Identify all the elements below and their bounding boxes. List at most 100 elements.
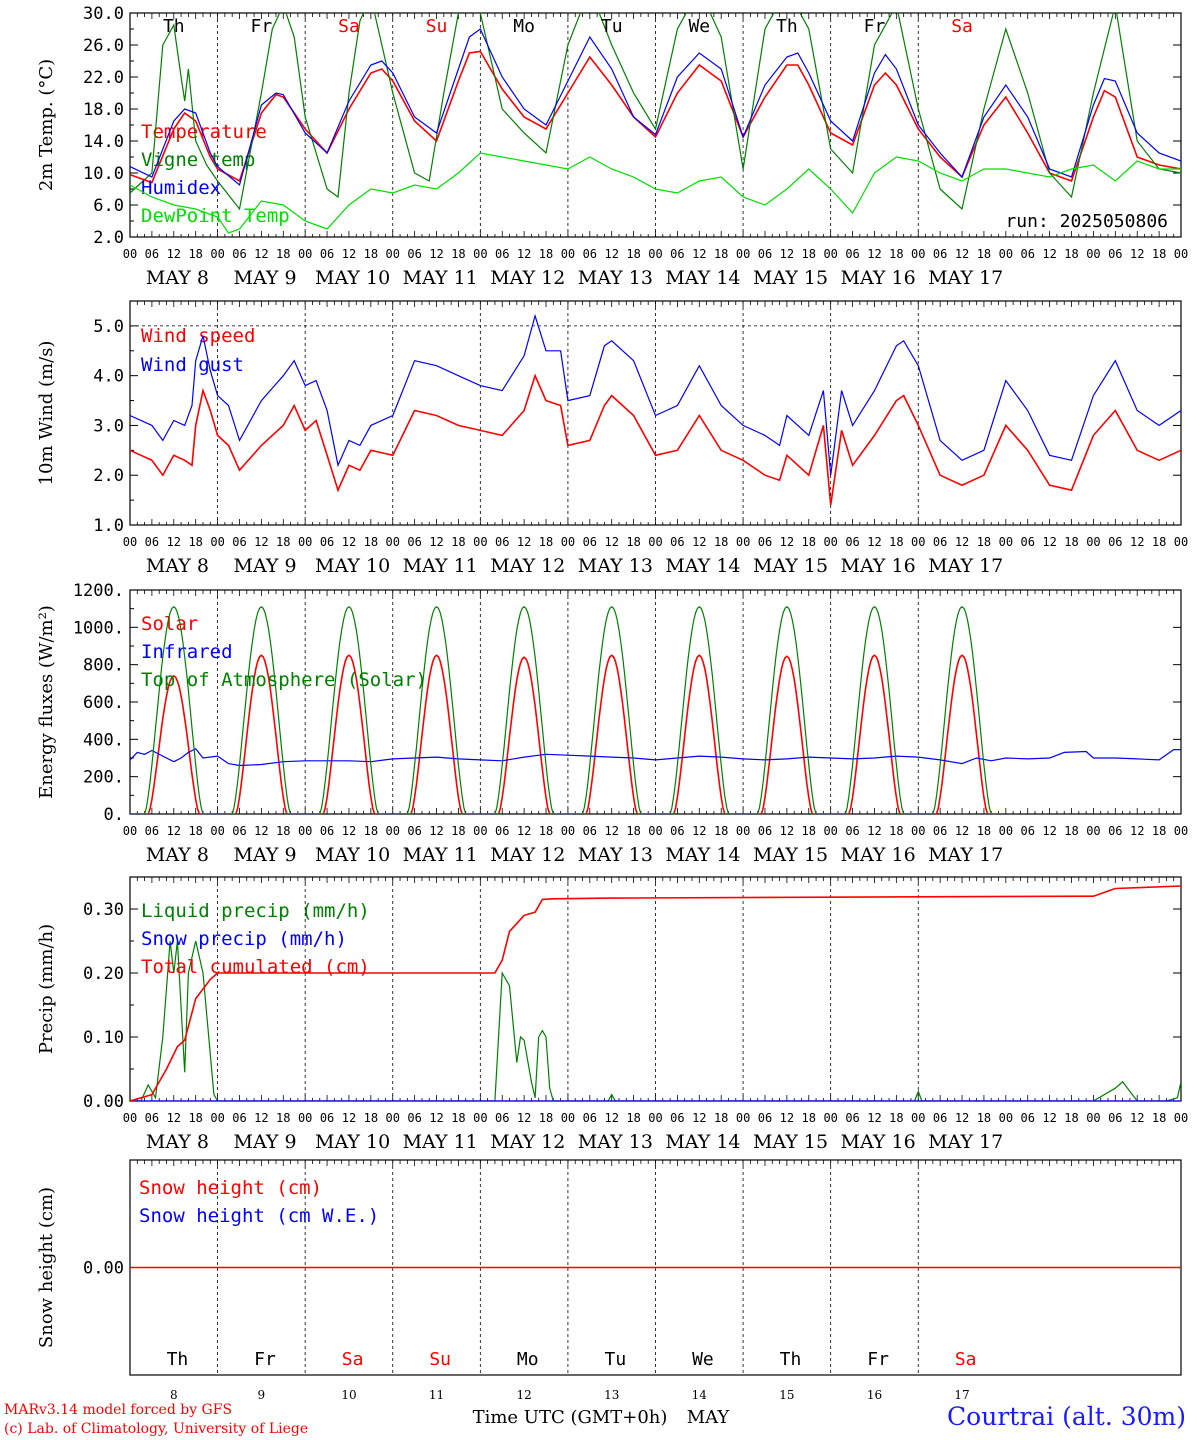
hour-label: 12 xyxy=(780,1111,794,1125)
y-tick-label: 400. xyxy=(83,730,124,750)
hour-label: 06 xyxy=(495,535,509,549)
day-number-label: 17 xyxy=(954,1388,969,1402)
date-label: MAY 16 xyxy=(841,267,916,289)
legend-entry: Snow height (cm W.E.) xyxy=(139,1205,379,1227)
hour-label: 12 xyxy=(692,247,706,261)
run-label: run: 2025050806 xyxy=(1005,211,1168,232)
series-line-humidex xyxy=(130,28,1181,187)
hour-label: 06 xyxy=(232,247,246,261)
weekday-label: Mo xyxy=(517,1349,539,1370)
hour-label: 18 xyxy=(977,247,991,261)
hour-label: 12 xyxy=(342,1111,356,1125)
hour-label: 18 xyxy=(1064,1111,1078,1125)
date-label: MAY 8 xyxy=(146,555,209,577)
hour-label: 06 xyxy=(320,247,334,261)
hour-label: 12 xyxy=(692,535,706,549)
legend-entry: Total cumulated (cm) xyxy=(141,956,370,978)
weekday-label: Sa xyxy=(338,16,360,37)
hour-label: 18 xyxy=(364,824,378,838)
date-label: MAY 14 xyxy=(665,844,740,866)
hour-label: 00 xyxy=(386,1111,400,1125)
hour-label: 12 xyxy=(429,824,443,838)
date-label: MAY 13 xyxy=(578,267,653,289)
hour-label: 12 xyxy=(1130,1111,1144,1125)
hour-label: 18 xyxy=(188,247,202,261)
y-tick-label: 26.0 xyxy=(83,36,124,56)
hour-label: 18 xyxy=(977,824,991,838)
hour-label: 18 xyxy=(977,535,991,549)
hour-label: 18 xyxy=(188,1111,202,1125)
hour-label: 00 xyxy=(823,824,837,838)
hour-label: 00 xyxy=(823,535,837,549)
plot-frame xyxy=(129,300,1182,526)
hour-label: 00 xyxy=(648,247,662,261)
legend-entry: Temperature xyxy=(141,121,267,143)
y-tick-label: 200. xyxy=(83,768,124,788)
date-label: MAY 9 xyxy=(233,1131,296,1153)
y-tick-label: 5.0 xyxy=(93,317,124,337)
date-label: MAY 12 xyxy=(490,844,565,866)
hour-label: 06 xyxy=(583,824,597,838)
legend-entry: Wind gust xyxy=(141,354,244,376)
date-label: MAY 11 xyxy=(403,555,478,577)
hour-label: 00 xyxy=(298,1111,312,1125)
y-tick-label: 4.0 xyxy=(93,367,124,387)
legend-entry: Snow precip (mm/h) xyxy=(141,928,347,950)
hour-label: 00 xyxy=(123,1111,137,1125)
hour-label: 18 xyxy=(451,247,465,261)
y-tick-label: 30.0 xyxy=(83,4,124,24)
hour-label: 00 xyxy=(1174,1111,1188,1125)
y-tick-label: 2.0 xyxy=(93,466,124,486)
weekday-label: Sa xyxy=(955,1349,977,1370)
hour-label: 00 xyxy=(1174,824,1188,838)
hour-label: 12 xyxy=(1130,535,1144,549)
date-label: MAY 12 xyxy=(490,555,565,577)
hour-label: 00 xyxy=(386,824,400,838)
date-label: MAY 10 xyxy=(315,844,390,866)
date-label: MAY 16 xyxy=(841,1131,916,1153)
hour-label: 12 xyxy=(604,535,618,549)
hour-label: 12 xyxy=(429,247,443,261)
hour-label: 00 xyxy=(648,535,662,549)
hour-label: 00 xyxy=(736,247,750,261)
y-axis-label: 10m Wind (m/s) xyxy=(36,341,57,486)
day-number-label: 11 xyxy=(429,1388,444,1402)
hour-label: 18 xyxy=(626,1111,640,1125)
hour-label: 00 xyxy=(473,247,487,261)
day-number-label: 9 xyxy=(258,1388,266,1402)
weekday-label: Sa xyxy=(951,16,973,37)
day-number-label: 14 xyxy=(692,1388,708,1402)
hour-label: 12 xyxy=(867,247,881,261)
weekday-label: Th xyxy=(780,1349,802,1370)
y-tick-label: 0.00 xyxy=(83,1259,124,1279)
day-number-label: 10 xyxy=(341,1388,356,1402)
hour-label: 18 xyxy=(626,247,640,261)
hour-label: 00 xyxy=(386,247,400,261)
hour-label: 18 xyxy=(276,1111,290,1125)
hour-label: 12 xyxy=(1042,535,1056,549)
hour-label: 18 xyxy=(977,1111,991,1125)
hour-label: 12 xyxy=(1130,247,1144,261)
hour-label: 00 xyxy=(911,1111,925,1125)
y-tick-label: 18.0 xyxy=(83,100,124,120)
series-line-solar xyxy=(130,654,1006,814)
hour-label: 12 xyxy=(167,247,181,261)
weekday-label: We xyxy=(688,16,710,37)
hour-label: 06 xyxy=(933,1111,947,1125)
hour-label: 06 xyxy=(670,535,684,549)
hour-label: 18 xyxy=(364,1111,378,1125)
date-label: MAY 14 xyxy=(665,267,740,289)
hour-label: 00 xyxy=(210,1111,224,1125)
date-label: MAY 12 xyxy=(490,1131,565,1153)
weekday-label: Tu xyxy=(605,1349,627,1370)
hour-label: 00 xyxy=(386,535,400,549)
hour-label: 06 xyxy=(758,535,772,549)
hour-label: 12 xyxy=(692,824,706,838)
hour-label: 12 xyxy=(342,535,356,549)
hour-label: 12 xyxy=(867,1111,881,1125)
month-label: MAY xyxy=(687,1407,731,1428)
date-label: MAY 11 xyxy=(403,1131,478,1153)
hour-label: 06 xyxy=(232,1111,246,1125)
date-label: MAY 15 xyxy=(753,555,828,577)
